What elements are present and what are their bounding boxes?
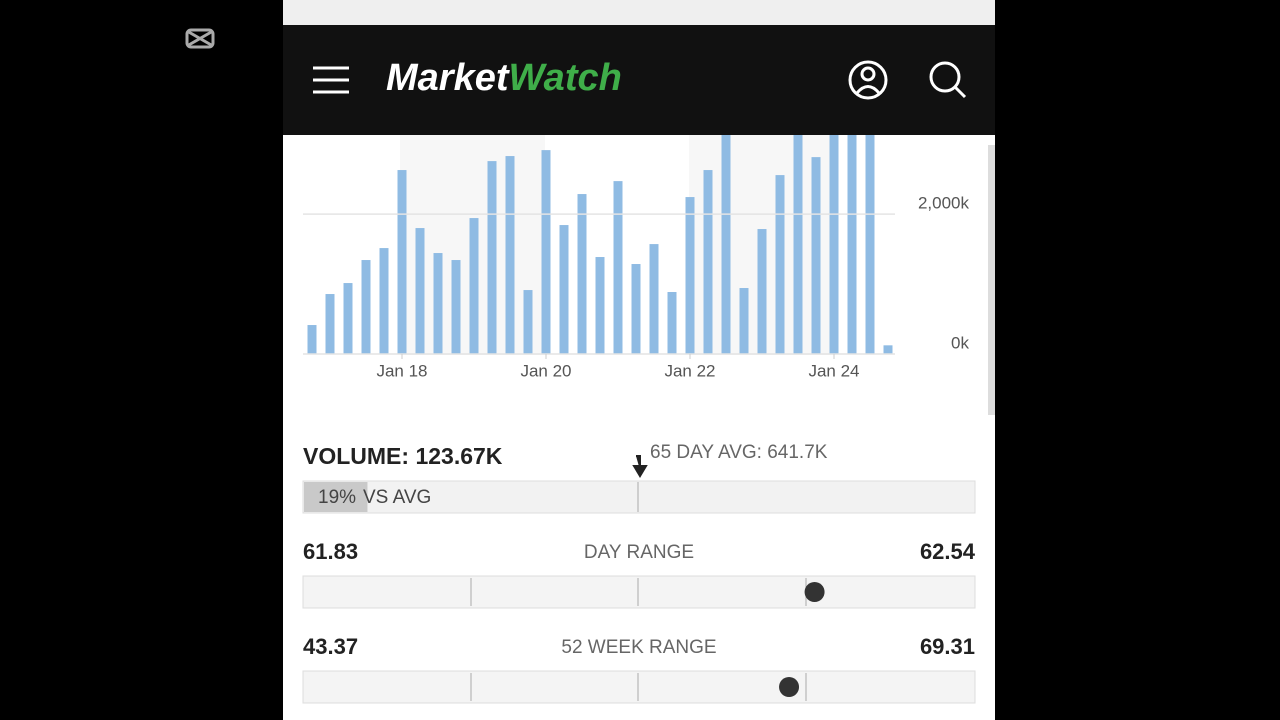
x-tick-label: Jan 24 (808, 361, 859, 380)
ranges: 61.83 DAY RANGE 62.54 43.37 52 WEEK RANGE 69.… (302, 539, 976, 704)
bar (649, 244, 659, 354)
avg-marker (632, 455, 648, 478)
range-high: 62.54 (920, 539, 976, 564)
bar (505, 156, 515, 354)
bar (559, 225, 569, 354)
range-marker (779, 677, 800, 697)
range-low: 43.37 (303, 634, 358, 659)
bar (613, 181, 623, 354)
bar (631, 264, 641, 354)
y-tick-label: 2,000k (918, 194, 970, 213)
account-button[interactable] (848, 60, 888, 100)
header (283, 25, 995, 135)
bar (325, 294, 335, 354)
x-tick-label: Jan 22 (664, 361, 715, 380)
range-label: 52 WEEK RANGE (561, 637, 716, 658)
search-button[interactable] (929, 61, 967, 99)
bar (829, 135, 839, 354)
bar (307, 325, 317, 354)
bar (685, 197, 695, 354)
volume-bar (304, 482, 368, 512)
bar (397, 170, 407, 354)
plot (307, 135, 893, 354)
bar (739, 288, 749, 354)
menu-button[interactable] (313, 66, 349, 94)
bar (865, 135, 875, 354)
bar (721, 135, 731, 354)
bar (847, 135, 857, 354)
status-strip (283, 0, 995, 25)
bar (523, 290, 533, 354)
vs-avg-percent: 19% (318, 487, 356, 508)
range-high: 69.31 (920, 634, 975, 659)
volume-title: VOLUME: 123.67K (303, 443, 503, 469)
bar (379, 248, 389, 354)
vs-avg-label: VS AVG (363, 487, 431, 508)
y-tick-label: 0k (951, 333, 969, 352)
bar (433, 253, 443, 354)
x-tick-label: Jan 20 (520, 361, 571, 380)
range-track (302, 670, 976, 704)
bar (883, 345, 893, 354)
bar (469, 218, 479, 354)
volume-track (302, 480, 976, 514)
x-tick-label: Jan 18 (376, 361, 427, 380)
scrollbar[interactable] (988, 145, 995, 415)
range-marker (804, 582, 825, 602)
range-label: DAY RANGE (584, 542, 694, 563)
logo[interactable]: MarketWatch (386, 57, 622, 99)
capcut-icon (185, 28, 215, 49)
vs-avg-fill (304, 482, 368, 512)
volume-average: 65 DAY AVG: 641.7K (650, 442, 828, 463)
bar (667, 292, 677, 354)
bar (757, 229, 767, 354)
bar (811, 157, 821, 354)
range-track (302, 575, 976, 609)
bar (577, 194, 587, 354)
bar (343, 283, 353, 354)
bar (361, 260, 371, 354)
bar (487, 161, 497, 354)
bar (703, 170, 713, 354)
bar (451, 260, 461, 354)
logo-watch: Watch (509, 57, 622, 99)
bar (595, 257, 605, 354)
bar (541, 150, 551, 354)
logo-market: Market (386, 57, 510, 99)
bar (793, 135, 803, 354)
bar (415, 228, 425, 354)
bar (775, 175, 785, 354)
range-low: 61.83 (303, 539, 358, 564)
